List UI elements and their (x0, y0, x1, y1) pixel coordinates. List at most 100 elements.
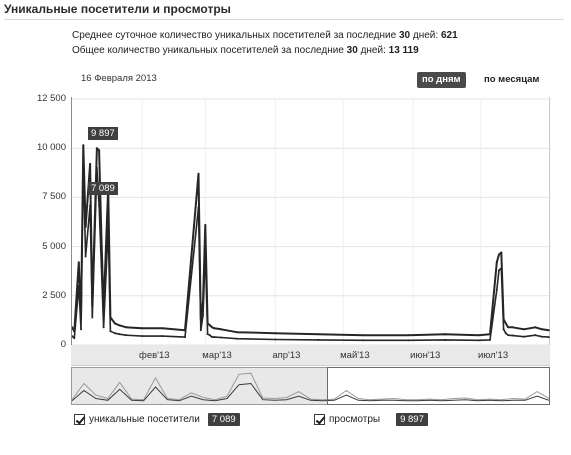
visitors-point[interactable] (507, 334, 510, 337)
visitors-point[interactable] (488, 338, 491, 341)
visitors-point[interactable] (113, 332, 116, 335)
visitors-point[interactable] (141, 335, 144, 338)
visitors-point[interactable] (511, 334, 514, 337)
series-line-views[interactable] (72, 144, 549, 337)
visitors-point[interactable] (504, 332, 507, 335)
views-point[interactable] (197, 172, 200, 175)
visitors-point[interactable] (204, 249, 207, 252)
views-point[interactable] (274, 332, 277, 335)
navigator-window[interactable] (327, 367, 550, 405)
visitors-point[interactable] (206, 333, 209, 336)
views-point[interactable] (477, 334, 480, 337)
views-point[interactable] (495, 261, 498, 264)
series-line-visitors[interactable] (72, 161, 549, 342)
views-point[interactable] (82, 144, 85, 147)
views-point[interactable] (317, 333, 320, 336)
visitors-point[interactable] (495, 288, 498, 291)
visitors-point[interactable] (235, 337, 238, 340)
views-point[interactable] (540, 328, 543, 331)
visitors-point[interactable] (477, 339, 480, 342)
legend-views[interactable]: просмотры 9 897 (314, 411, 428, 427)
views-point[interactable] (443, 333, 446, 336)
visitors-point[interactable] (98, 204, 101, 207)
views-point[interactable] (213, 327, 216, 330)
by-day-button[interactable]: по дням (417, 72, 466, 88)
views-point[interactable] (208, 324, 211, 327)
views-point[interactable] (95, 147, 98, 150)
views-point[interactable] (507, 326, 510, 329)
avg-daily-label: Среднее суточное количество уникальных п… (72, 30, 397, 41)
views-point[interactable] (72, 326, 73, 329)
visitors-point[interactable] (317, 338, 320, 341)
views-label: просмотры (329, 413, 381, 425)
visitors-point[interactable] (107, 225, 110, 228)
views-point[interactable] (211, 326, 214, 329)
visitors-point[interactable] (213, 336, 216, 339)
views-point[interactable] (204, 223, 207, 226)
views-point[interactable] (547, 329, 550, 332)
views-point[interactable] (500, 251, 503, 254)
visitors-point[interactable] (73, 337, 76, 340)
views-point[interactable] (362, 334, 365, 337)
views-point[interactable] (89, 162, 92, 165)
x-tick-label: апр'13 (272, 350, 301, 361)
views-point[interactable] (220, 328, 223, 331)
visitors-point[interactable] (534, 334, 537, 337)
views-point[interactable] (141, 327, 144, 330)
visitors-point[interactable] (443, 338, 446, 341)
panel-title: Уникальные посетители и просмотры (4, 2, 231, 16)
avg-daily-summary: Среднее суточное количество уникальных п… (72, 30, 458, 41)
views-point[interactable] (511, 326, 514, 329)
views-point[interactable] (98, 149, 101, 152)
views-checkbox[interactable] (314, 413, 325, 425)
visitors-point[interactable] (199, 329, 202, 332)
visitors-point[interactable] (362, 339, 365, 342)
visitors-point[interactable] (91, 316, 94, 319)
views-point[interactable] (504, 322, 507, 325)
views-point[interactable] (235, 331, 238, 334)
title-divider (4, 19, 564, 20)
visitors-point[interactable] (274, 338, 277, 341)
visitors-point[interactable] (100, 265, 103, 268)
views-point[interactable] (125, 326, 128, 329)
visitors-point[interactable] (498, 269, 501, 272)
views-point[interactable] (534, 326, 537, 329)
views-point[interactable] (407, 334, 410, 337)
views-point[interactable] (522, 328, 525, 331)
visitors-point[interactable] (220, 336, 223, 339)
views-point[interactable] (77, 261, 80, 264)
visitors-point[interactable] (500, 267, 503, 270)
total-days: 30 (346, 45, 358, 56)
visitors-point[interactable] (502, 328, 505, 331)
visitors-point[interactable] (522, 335, 525, 338)
visitors-point[interactable] (77, 284, 80, 287)
views-point[interactable] (113, 322, 116, 325)
visitors-point[interactable] (80, 328, 83, 331)
visitors-point[interactable] (82, 160, 85, 163)
visitors-point[interactable] (202, 314, 205, 317)
by-month-button[interactable]: по месяцам (484, 74, 540, 85)
visitors-point[interactable] (109, 330, 112, 333)
visitors-point[interactable] (95, 166, 98, 169)
range-navigator[interactable] (71, 367, 550, 405)
total-summary: Общее количество уникальных посетителей … (72, 45, 419, 56)
visitors-point[interactable] (183, 336, 186, 339)
visitors-point[interactable] (547, 336, 550, 339)
visitors-point[interactable] (407, 339, 410, 342)
visitors-point[interactable] (118, 333, 121, 336)
visitors-point[interactable] (84, 255, 87, 258)
views-point[interactable] (498, 253, 501, 256)
visitors-point[interactable] (102, 326, 105, 329)
views-point[interactable] (118, 324, 121, 327)
views-point[interactable] (161, 327, 164, 330)
visitors-point[interactable] (161, 335, 164, 338)
visitors-point[interactable] (197, 206, 200, 209)
visitors-point[interactable] (208, 334, 211, 337)
visitors-point[interactable] (72, 335, 73, 338)
visitors-checkbox[interactable] (74, 413, 85, 425)
visitors-point[interactable] (211, 336, 214, 339)
visitors-point[interactable] (89, 204, 92, 207)
visitors-point[interactable] (540, 335, 543, 338)
visitors-point[interactable] (125, 334, 128, 337)
legend-visitors[interactable]: уникальные посетители 7 089 (74, 411, 240, 427)
